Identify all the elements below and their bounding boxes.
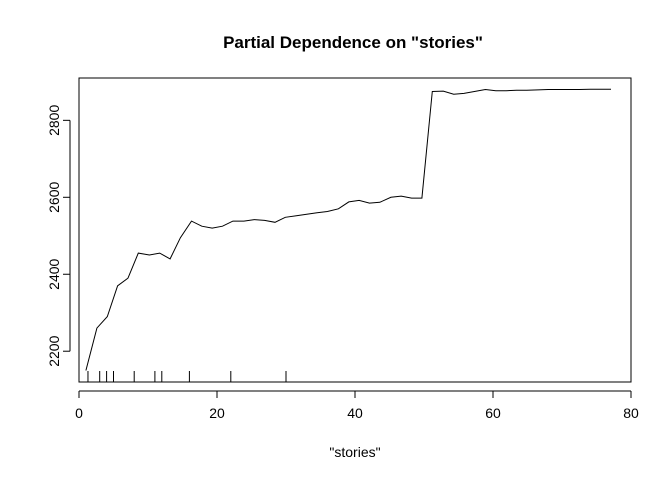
y-tick-label: 2200 <box>46 335 62 366</box>
series-group <box>85 88 611 371</box>
y-tick-label: 2400 <box>46 258 62 289</box>
x-tick-label: 20 <box>209 405 225 421</box>
x-axis: 0 20 40 60 80 <box>75 390 639 421</box>
y-tick-label: 2800 <box>46 105 62 136</box>
x-tick-label: 0 <box>75 405 83 421</box>
series-line <box>85 88 611 371</box>
y-tick-label: 2600 <box>46 182 62 213</box>
plot-frame <box>78 77 632 383</box>
x-tick-label: 80 <box>623 405 639 421</box>
y-axis: 2200 2400 2600 2800 <box>46 105 71 367</box>
chart-title: Partial Dependence on "stories" <box>223 33 483 52</box>
rug-marks <box>87 371 287 382</box>
x-tick-label: 40 <box>347 405 363 421</box>
x-tick-label: 60 <box>485 405 501 421</box>
x-axis-title: "stories" <box>329 444 380 460</box>
